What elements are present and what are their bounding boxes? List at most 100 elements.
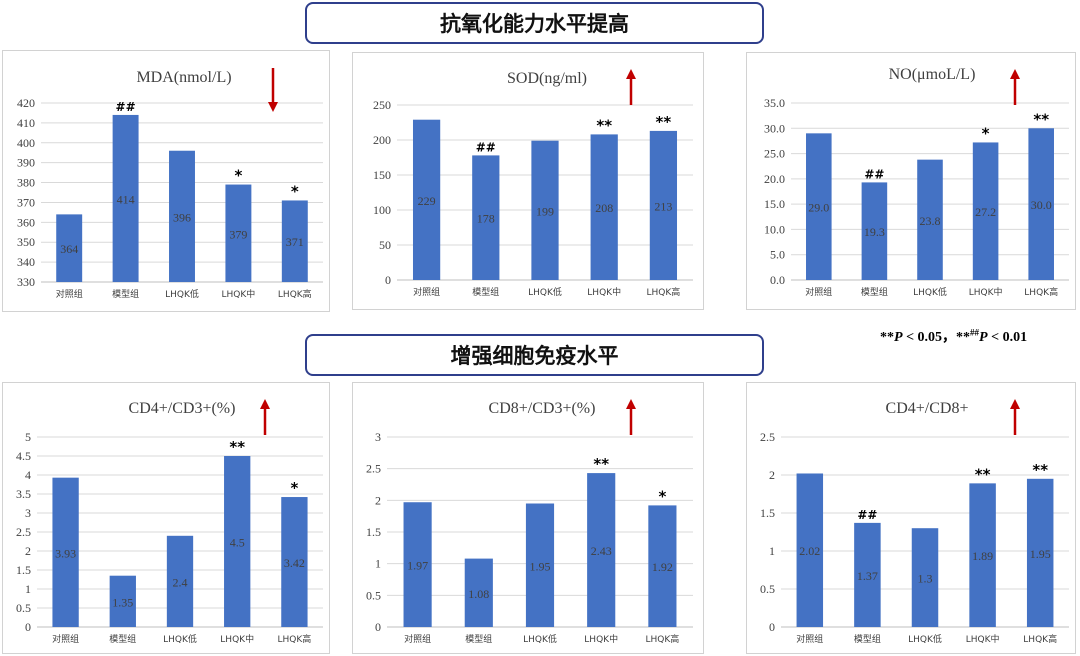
data-label: 3.42 — [284, 556, 305, 570]
bar — [112, 114, 139, 282]
y-tick-label: 1 — [25, 582, 31, 596]
y-tick-label: 340 — [17, 255, 35, 269]
x-tick-label: 对照组 — [52, 633, 79, 645]
y-tick-label: 15.0 — [764, 197, 785, 211]
chart-panel-cd8-cd3: CD8+/CD3+(%) 0 0.5 1 1.5 2 2.5 3 1.97 对照组 1.08 模型组 1… — [352, 382, 704, 654]
data-label: 1.3 — [918, 572, 933, 586]
y-tick-label: 380 — [17, 176, 35, 190]
significance-mark: ** — [1033, 110, 1049, 128]
y-tick-label: 420 — [17, 96, 35, 110]
y-tick-label: 1 — [375, 557, 381, 571]
x-tick-label: 模型组 — [465, 633, 492, 645]
x-tick-label: LHQK低 — [165, 288, 199, 300]
y-tick-label: 1.5 — [760, 506, 775, 520]
significance-mark: * — [291, 182, 299, 200]
y-tick-label: 2.5 — [760, 430, 775, 444]
y-tick-label: 0.5 — [366, 588, 381, 602]
bar — [109, 575, 136, 627]
chart-title: SOD(ng/ml) — [507, 70, 587, 87]
data-label: 1.89 — [972, 549, 993, 563]
bar — [56, 214, 83, 282]
bar — [969, 483, 996, 627]
chart-title: CD4+/CD3+(%) — [129, 400, 236, 417]
bar — [972, 142, 999, 280]
bar — [590, 134, 618, 280]
data-label: 414 — [117, 192, 135, 206]
x-tick-label: LHQK中 — [969, 286, 1003, 298]
data-label: 1.95 — [530, 559, 551, 573]
significance-mark: ## — [857, 508, 877, 522]
bar — [403, 502, 432, 627]
y-tick-label: 150 — [373, 168, 391, 182]
x-tick-label: 对照组 — [404, 633, 431, 645]
bar — [1026, 478, 1054, 627]
data-label: 1.95 — [1030, 547, 1051, 561]
data-label: 178 — [477, 212, 495, 226]
significance-mark: ** — [229, 438, 245, 456]
up-arrow-icon — [260, 399, 270, 409]
x-tick-label: LHQK高 — [646, 633, 680, 645]
y-tick-label: 2.5 — [366, 462, 381, 476]
chart-cd4-cd8: CD4+/CD8+ 0 0.5 1 1.5 2 2.5 2.02 对照组 1.37 ## 模型组 1.3… — [760, 399, 1069, 645]
data-label: 371 — [286, 235, 304, 249]
data-label: 29.0 — [808, 201, 829, 215]
y-tick-label: 410 — [17, 116, 35, 130]
y-tick-label: 0 — [769, 620, 775, 634]
bar — [412, 119, 441, 280]
significance-mark: ** — [656, 113, 672, 131]
section-title-antioxidant: 抗氧化能力水平提高 — [305, 2, 764, 44]
x-tick-label: LHQK中 — [584, 633, 618, 645]
significance-mark: ## — [864, 167, 884, 181]
data-label: 23.8 — [920, 214, 941, 228]
data-label: 2.43 — [591, 544, 612, 558]
y-tick-label: 330 — [17, 275, 35, 289]
data-label: 2.02 — [799, 544, 820, 558]
x-tick-label: LHQK中 — [222, 288, 256, 300]
x-tick-label: LHQK低 — [528, 286, 562, 298]
up-arrow-icon — [1010, 399, 1020, 409]
x-tick-label: LHQK低 — [908, 633, 942, 645]
data-label: 2.4 — [173, 575, 188, 589]
bar — [166, 535, 194, 627]
bar — [917, 159, 943, 280]
x-tick-label: 模型组 — [861, 286, 888, 298]
x-tick-label: LHQK高 — [1023, 633, 1057, 645]
y-tick-label: 200 — [373, 133, 391, 147]
data-label: 1.92 — [652, 560, 673, 574]
data-label: 379 — [229, 227, 247, 241]
y-tick-label: 370 — [17, 195, 35, 209]
data-label: 396 — [173, 210, 191, 224]
data-label: 4.5 — [230, 536, 245, 550]
y-tick-label: 400 — [17, 136, 35, 150]
y-tick-label: 1 — [769, 544, 775, 558]
up-arrow-icon — [1010, 69, 1020, 79]
y-tick-label: 350 — [17, 235, 35, 249]
bar — [806, 133, 832, 280]
chart-panel-cd4-cd8: CD4+/CD8+ 0 0.5 1 1.5 2 2.5 2.02 对照组 1.37 ## 模型组 1.3… — [746, 382, 1076, 654]
y-tick-label: 25.0 — [764, 147, 785, 161]
y-tick-label: 5.0 — [770, 248, 785, 262]
bar — [648, 505, 677, 627]
y-tick-label: 4.5 — [16, 449, 31, 463]
chart-cd8-cd3: CD8+/CD3+(%) 0 0.5 1 1.5 2 2.5 3 1.97 对照组 1.08 模型组 1… — [366, 399, 693, 645]
data-label: 1.37 — [857, 569, 878, 583]
bar — [464, 558, 493, 627]
data-label: 229 — [418, 194, 436, 208]
data-label: 1.08 — [468, 587, 489, 601]
data-label: 213 — [654, 199, 672, 213]
chart-title: CD4+/CD8+ — [886, 400, 969, 417]
significance-mark: ** — [1032, 461, 1048, 479]
y-tick-label: 2 — [769, 468, 775, 482]
bar — [224, 456, 251, 627]
y-tick-label: 35.0 — [764, 96, 785, 110]
y-tick-label: 30.0 — [764, 121, 785, 135]
bar — [1028, 128, 1054, 280]
y-tick-label: 2.5 — [16, 525, 31, 539]
x-tick-label: LHQK低 — [913, 286, 947, 298]
significance-mark: ** — [593, 455, 609, 473]
y-tick-label: 5 — [25, 430, 31, 444]
x-tick-label: 对照组 — [56, 288, 83, 300]
y-tick-label: 0.5 — [760, 582, 775, 596]
y-tick-label: 20.0 — [764, 172, 785, 186]
chart-cd4-cd3: CD4+/CD3+(%) 0 0.5 1 1.5 2 2.5 3 3.5 4 4.5 5 3.93 对照组… — [16, 399, 323, 645]
